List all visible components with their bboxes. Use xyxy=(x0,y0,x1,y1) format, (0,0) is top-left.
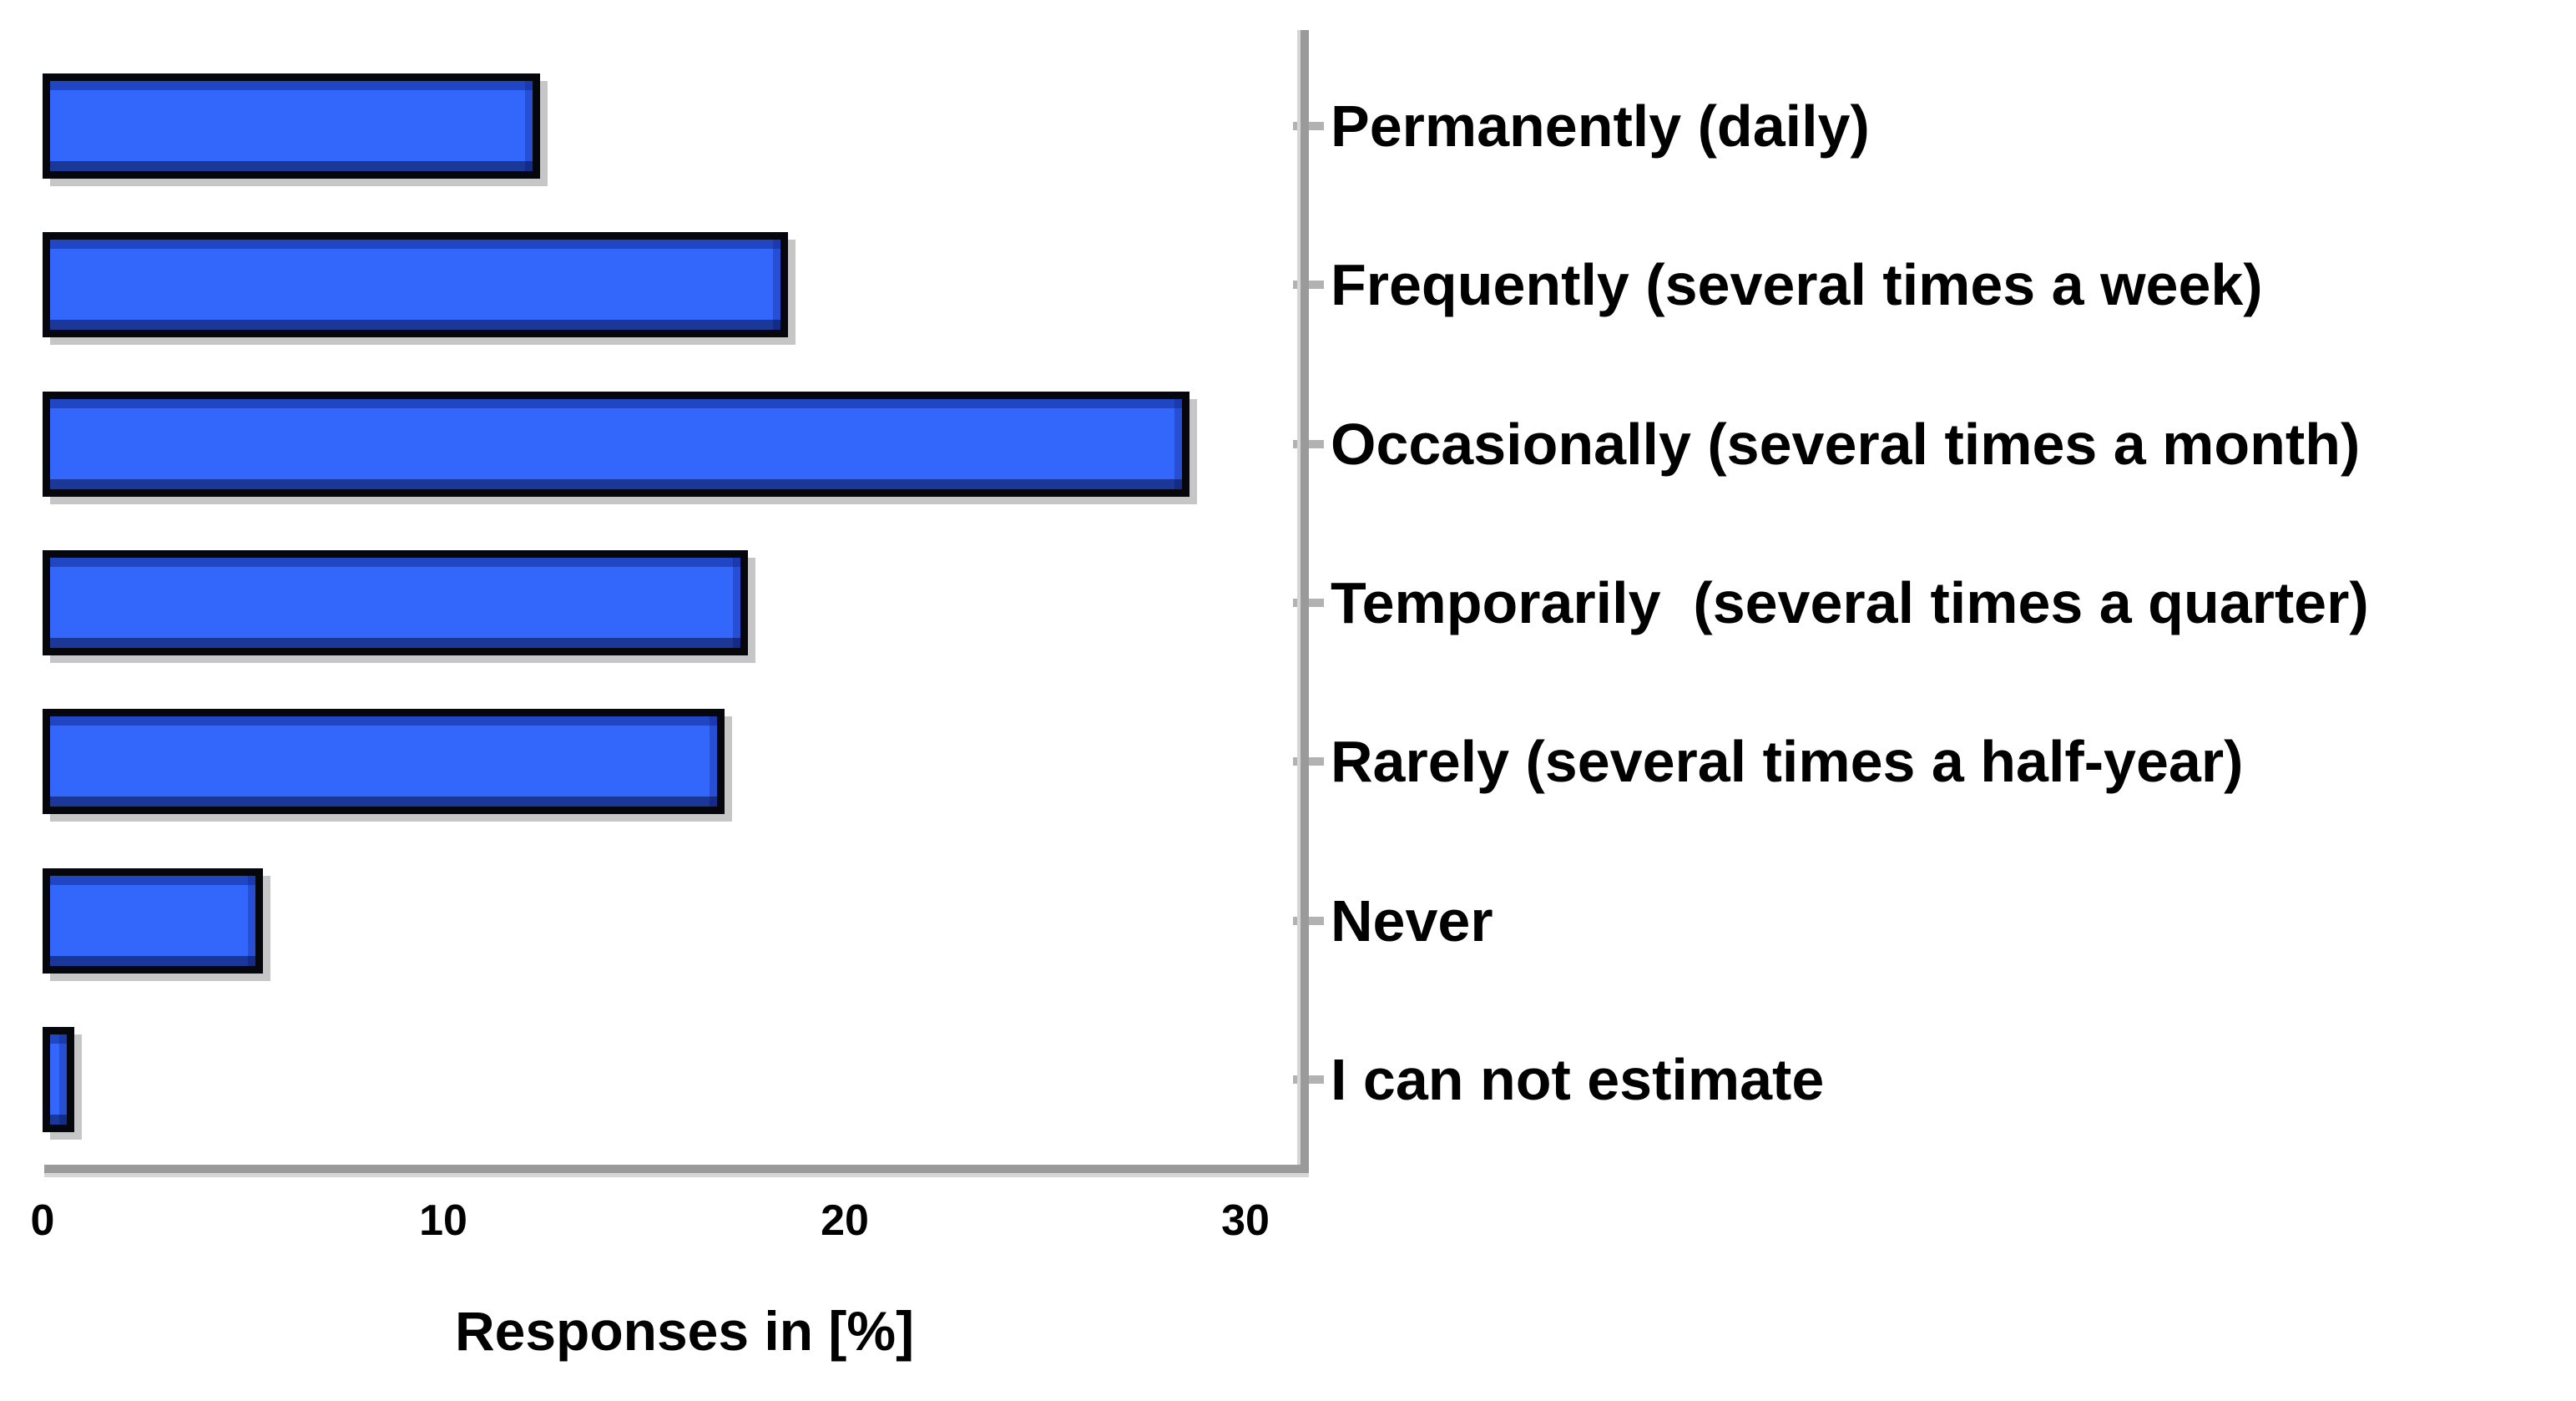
bar-never xyxy=(43,868,263,974)
x-axis-title: Responses in [%] xyxy=(454,1300,915,1362)
category-label-frequently-several-times-a-week: Frequently (several times a week) xyxy=(1331,252,2263,317)
category-label-never: Never xyxy=(1331,888,1493,953)
bar-occasionally-several-times-a-month xyxy=(43,392,1190,497)
category-label-temporarily-several-times-a-quarter: Temporarily (several times a quarter) xyxy=(1331,570,2369,635)
bar-i-can-not-estimate xyxy=(43,1027,74,1132)
x-tick-label-0: 0 xyxy=(30,1196,55,1245)
x-tick-label-10: 10 xyxy=(419,1196,467,1245)
category-axis-line xyxy=(1301,30,1309,1173)
category-label-permanently-daily: Permanently (daily) xyxy=(1331,94,1870,159)
category-label-occasionally-several-times-a-month: Occasionally (several times a month) xyxy=(1331,412,2361,477)
bar-temporarily-several-times-a-quarter xyxy=(43,550,748,655)
x-tick-label-20: 20 xyxy=(821,1196,869,1245)
category-label-rarely-several-times-a-half-year: Rarely (several times a half-year) xyxy=(1331,729,2244,794)
x-tick-label-30: 30 xyxy=(1221,1196,1270,1245)
bar-permanently-daily xyxy=(43,73,540,179)
value-axis-line xyxy=(44,1165,1309,1173)
bar-frequently-several-times-a-week xyxy=(43,232,788,337)
bar-rarely-several-times-a-half-year xyxy=(43,709,725,814)
category-label-i-can-not-estimate: I can not estimate xyxy=(1331,1047,1825,1112)
